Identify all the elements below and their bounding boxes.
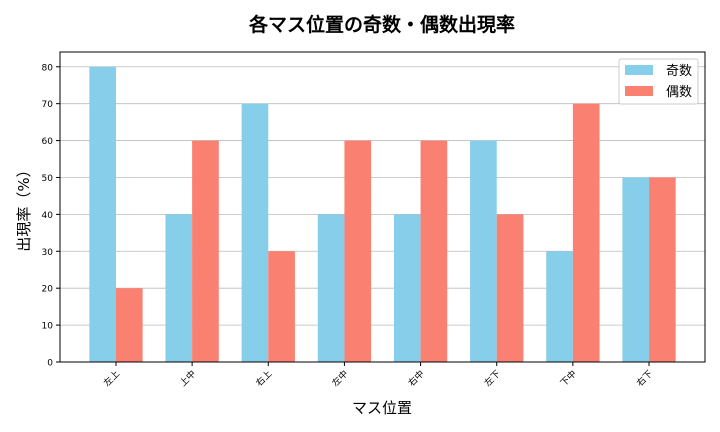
x-tick-label: 左上 [101, 368, 122, 389]
bar-odd [546, 251, 573, 362]
x-tick-label: 上中 [177, 368, 198, 389]
bar-even [192, 140, 219, 362]
bar-even [115, 288, 143, 362]
bar-even [268, 251, 295, 362]
legend: 奇数 偶数 [618, 58, 699, 105]
x-tick-label: 左中 [329, 368, 350, 389]
y-axis-label: 出現率（%） [15, 162, 33, 251]
bar-even [344, 140, 372, 362]
bar-odd [393, 214, 421, 362]
bar-even [572, 103, 600, 363]
y-tick-label: 30 [42, 248, 54, 258]
x-tick-label: 左下 [482, 368, 503, 389]
bar-even [649, 177, 676, 362]
y-tick-label: 10 [42, 322, 54, 332]
legend-swatch-even [625, 86, 653, 96]
y-tick-label: 20 [42, 285, 54, 295]
legend-label-even: 偶数 [666, 85, 692, 100]
y-tick-label: 80 [42, 63, 54, 73]
x-tick-label: 右上 [253, 368, 274, 389]
plot-frame [59, 51, 706, 363]
x-tick-label: 下中 [558, 368, 579, 389]
y-tick-label: 40 [42, 211, 54, 221]
y-tick-label: 50 [42, 174, 54, 184]
bar-even [496, 214, 524, 362]
x-tick-label: 右中 [405, 368, 426, 389]
x-tick-label: 右下 [634, 368, 655, 389]
bar-odd [470, 140, 497, 362]
bar-odd [622, 177, 650, 362]
y-tick-label: 60 [42, 137, 54, 147]
x-axis-label: マス位置 [352, 399, 412, 417]
bar-odd [165, 214, 193, 362]
bar-odd [317, 214, 345, 362]
bar-even [420, 140, 448, 362]
chart-title: 各マス位置の奇数・偶数出現率 [248, 13, 515, 36]
legend-swatch-odd [625, 65, 653, 75]
bar-odd [241, 103, 269, 363]
bar-odd [89, 66, 116, 362]
y-tick-label: 0 [47, 359, 53, 369]
y-tick-label: 70 [42, 100, 54, 110]
legend-label-odd: 奇数 [666, 63, 692, 79]
